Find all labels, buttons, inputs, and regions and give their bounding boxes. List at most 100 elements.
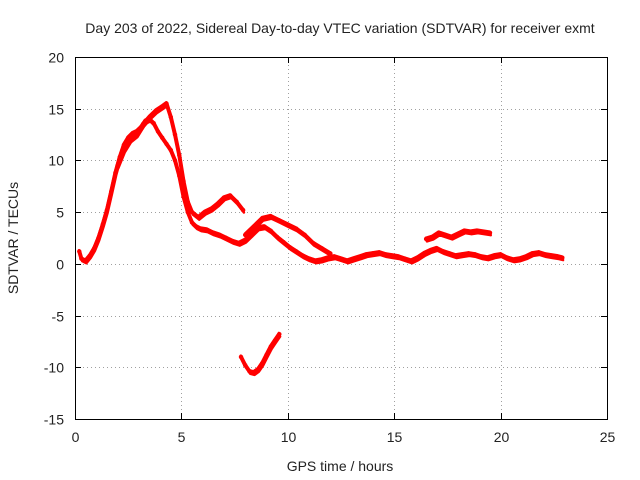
data-point <box>96 235 101 241</box>
data-point <box>202 209 207 215</box>
data-point <box>221 195 227 200</box>
data-point <box>236 241 242 246</box>
data-point <box>328 251 333 256</box>
data-point <box>264 352 269 358</box>
data-point <box>485 255 490 260</box>
data-point <box>472 252 478 257</box>
data-point <box>492 253 497 258</box>
y-tick-label: 10 <box>48 153 64 169</box>
data-point <box>517 256 522 261</box>
data-point <box>319 246 324 251</box>
data-point <box>440 249 446 254</box>
series-3 <box>423 228 493 243</box>
data-point <box>481 229 486 234</box>
data-point <box>77 249 82 254</box>
data-point <box>247 369 252 374</box>
y-tick-label: -5 <box>52 309 65 325</box>
y-axis-label: SDTVAR / TECUs <box>5 182 21 294</box>
data-point <box>234 199 239 204</box>
series-line-trace <box>78 120 565 265</box>
y-tick-label: 20 <box>48 50 64 66</box>
data-point <box>223 235 229 241</box>
data-point <box>209 206 214 212</box>
x-tick-label: 25 <box>600 429 616 445</box>
data-point <box>189 209 195 215</box>
data-point <box>428 248 433 253</box>
data-point <box>268 228 273 233</box>
data-point <box>185 209 190 215</box>
data-point <box>277 332 282 337</box>
data-point <box>326 255 331 260</box>
tick-layer: 0 5 10 15 20 25 -15 -10 -5 0 5 10 15 20 <box>44 50 616 446</box>
data-point <box>243 363 248 368</box>
data-point <box>430 234 435 240</box>
data-point <box>396 254 401 259</box>
data-point <box>230 238 235 244</box>
data-point <box>364 252 369 257</box>
data-point <box>181 178 186 184</box>
x-tick-label: 10 <box>281 429 297 445</box>
data-point <box>436 230 442 235</box>
data-point <box>198 226 203 231</box>
data-point <box>536 250 542 255</box>
data-point <box>311 241 316 246</box>
data-point <box>104 207 110 213</box>
data-point <box>268 214 273 219</box>
data-point <box>389 253 395 258</box>
data-point <box>277 218 282 223</box>
series-layer <box>77 101 565 377</box>
data-point <box>453 253 459 258</box>
data-point <box>555 254 561 259</box>
data-point <box>294 226 299 231</box>
data-point <box>100 222 105 227</box>
data-point <box>543 252 548 257</box>
data-point <box>228 193 233 198</box>
data-point <box>194 224 199 229</box>
data-point <box>287 245 293 250</box>
data-point <box>285 222 290 227</box>
data-point <box>475 228 480 233</box>
data-point <box>168 147 173 153</box>
data-point <box>134 132 139 137</box>
data-point <box>560 255 565 260</box>
data-point <box>79 256 84 261</box>
data-point <box>109 189 114 194</box>
data-point <box>306 256 312 261</box>
data-point <box>460 252 465 257</box>
y-tick-label: -15 <box>44 412 64 428</box>
data-point <box>160 135 165 140</box>
data-point <box>455 231 461 237</box>
data-point <box>449 234 454 240</box>
x-tick-label: 15 <box>387 429 403 445</box>
series-line-trace <box>425 231 493 243</box>
data-point <box>255 367 261 372</box>
data-point <box>251 370 256 375</box>
data-point <box>479 254 484 259</box>
x-tick-label: 5 <box>178 429 186 445</box>
x-axis-label: GPS time / hours <box>287 458 394 474</box>
y-tick-label: 5 <box>56 205 64 221</box>
data-point <box>121 147 127 153</box>
series-1 <box>115 101 246 221</box>
data-point <box>177 153 182 158</box>
data-point <box>462 228 467 233</box>
data-point <box>185 199 190 204</box>
data-point <box>160 104 165 109</box>
data-point <box>251 224 256 229</box>
data-point <box>468 229 473 234</box>
data-point <box>83 258 88 263</box>
data-point <box>409 258 414 263</box>
data-point <box>240 207 246 213</box>
data-point <box>370 251 376 256</box>
data-point <box>377 250 382 255</box>
data-point <box>128 137 133 142</box>
data-point <box>196 215 201 220</box>
data-point <box>511 257 516 262</box>
data-point <box>421 251 427 256</box>
series-line <box>77 117 565 263</box>
data-point <box>268 344 273 349</box>
data-point <box>294 249 299 254</box>
data-point <box>319 257 324 262</box>
data-point <box>262 224 267 229</box>
data-point <box>272 338 278 343</box>
